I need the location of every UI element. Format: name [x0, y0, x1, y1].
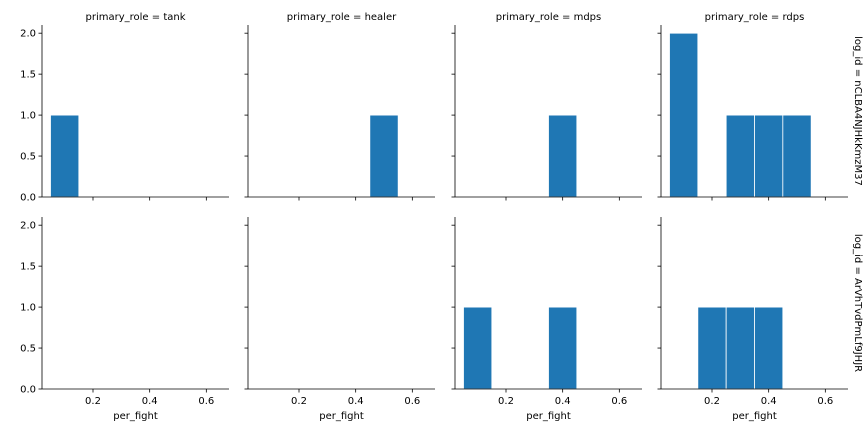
row-facet-title: log_id = ArVhTvdPmLf9JHJR: [852, 234, 863, 372]
x-axis-label: per_fight: [526, 411, 571, 422]
x-tick-label: 0.6: [611, 396, 627, 407]
x-axis-label: per_fight: [732, 411, 777, 422]
x-tick-label: 0.6: [817, 396, 833, 407]
x-tick-label: 0.2: [291, 396, 307, 407]
x-tick-label: 0.6: [198, 396, 214, 407]
y-tick-label: 0.5: [20, 152, 36, 163]
histogram-bar-r0-c3-3: [782, 114, 812, 198]
row-facet-title: log_id = nCLBA4NJHkKmzM37: [852, 36, 863, 186]
x-tick-label: 0.2: [85, 396, 101, 407]
histogram-bar-r0-c3-0: [669, 32, 699, 198]
y-tick-label: 0.5: [20, 344, 36, 355]
column-facet-title: primary_role = healer: [287, 12, 397, 23]
x-tick-label: 0.4: [142, 396, 158, 407]
y-tick-label: 1.0: [20, 303, 36, 314]
histogram-bar-r1-c3-2: [754, 306, 784, 390]
y-tick-label: 2.0: [20, 221, 36, 232]
histogram-bar-r1-c2-0: [463, 306, 493, 390]
histogram-bar-r1-c2-1: [548, 306, 578, 390]
x-axis-label: per_fight: [113, 411, 158, 422]
x-tick-label: 0.4: [761, 396, 777, 407]
x-tick-label: 0.2: [704, 396, 720, 407]
x-axis-label: per_fight: [319, 411, 364, 422]
histogram-bar-r0-c0-0: [50, 114, 80, 198]
x-tick-label: 0.6: [404, 396, 420, 407]
column-facet-title: primary_role = mdps: [496, 12, 601, 23]
histogram-bar-r0-c2-0: [548, 114, 578, 198]
y-tick-label: 0.0: [20, 193, 36, 204]
y-tick-label: 1.5: [20, 70, 36, 81]
x-tick-label: 0.2: [498, 396, 514, 407]
histogram-bar-r0-c3-1: [725, 114, 755, 198]
y-tick-label: 0.0: [20, 385, 36, 396]
y-tick-label: 1.0: [20, 111, 36, 122]
y-tick-label: 1.5: [20, 262, 36, 273]
x-tick-label: 0.4: [348, 396, 364, 407]
histogram-bar-r0-c1-0: [369, 114, 399, 198]
x-tick-label: 0.4: [555, 396, 571, 407]
column-facet-title: primary_role = rdps: [705, 12, 805, 23]
column-facet-title: primary_role = tank: [86, 12, 186, 23]
y-tick-label: 2.0: [20, 29, 36, 40]
histogram-bar-r0-c3-2: [754, 114, 784, 198]
histogram-bar-r1-c3-1: [725, 306, 755, 390]
histogram-bar-r1-c3-0: [697, 306, 727, 390]
